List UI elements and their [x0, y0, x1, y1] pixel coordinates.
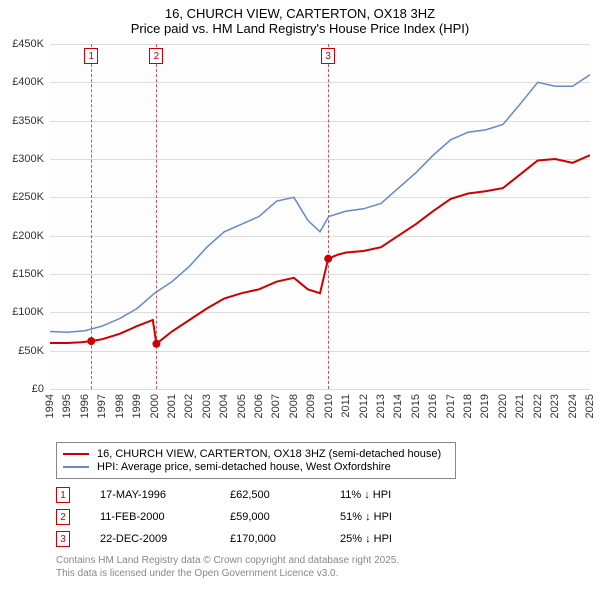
sales-table: 1 17-MAY-1996£62,50011% ↓ HPI 2 11-FEB-2000…: [56, 484, 430, 550]
x-tick-label: 2021: [514, 394, 526, 418]
chart-title: 16, CHURCH VIEW, CARTERTON, OX18 3HZ Pri…: [0, 0, 600, 38]
footer-line-1: Contains HM Land Registry data © Crown c…: [56, 554, 399, 567]
legend-label: 16, CHURCH VIEW, CARTERTON, OX18 3HZ (se…: [97, 448, 441, 460]
legend-item: 16, CHURCH VIEW, CARTERTON, OX18 3HZ (se…: [63, 448, 449, 460]
x-tick-label: 2005: [236, 394, 248, 418]
title-line-1: 16, CHURCH VIEW, CARTERTON, OX18 3HZ: [0, 6, 600, 21]
y-tick-label: £400K: [12, 76, 44, 88]
x-tick-label: 2022: [532, 394, 544, 418]
x-tick-label: 2014: [392, 394, 404, 418]
x-tick-label: 2018: [462, 394, 474, 418]
legend-swatch: [63, 466, 89, 468]
sale-point-markers: [87, 255, 332, 348]
x-tick-label: 2000: [149, 394, 161, 418]
legend-swatch: [63, 453, 89, 455]
x-tick-label: 2017: [445, 394, 457, 418]
x-tick-label: 1994: [44, 394, 56, 418]
x-tick-label: 1996: [79, 394, 91, 418]
x-tick-label: 2023: [549, 394, 561, 418]
sale-number-badge: 2: [56, 509, 70, 525]
x-tick-label: 2008: [288, 394, 300, 418]
x-tick-label: 2020: [497, 394, 509, 418]
sale-date: 17-MAY-1996: [100, 489, 230, 501]
sale-date: 22-DEC-2009: [100, 533, 230, 545]
y-tick-label: £250K: [12, 191, 44, 203]
sales-row: 2 11-FEB-2000£59,00051% ↓ HPI: [56, 506, 430, 528]
x-tick-label: 2016: [427, 394, 439, 418]
y-tick-label: £150K: [12, 268, 44, 280]
x-tick-label: 1998: [114, 394, 126, 418]
footer-line-2: This data is licensed under the Open Gov…: [56, 567, 399, 580]
sale-price: £59,000: [230, 511, 340, 523]
legend-item: HPI: Average price, semi-detached house,…: [63, 461, 449, 473]
sale-marker-badge: 2: [149, 48, 163, 64]
chart-lines: [50, 44, 590, 389]
title-line-2: Price paid vs. HM Land Registry's House …: [0, 21, 600, 36]
x-tick-label: 1995: [61, 394, 73, 418]
x-tick-label: 2003: [201, 394, 213, 418]
sale-number-badge: 3: [56, 531, 70, 547]
y-tick-label: £300K: [12, 153, 44, 165]
legend-label: HPI: Average price, semi-detached house,…: [97, 461, 391, 473]
x-tick-label: 1999: [131, 394, 143, 418]
x-tick-label: 2025: [584, 394, 596, 418]
y-tick-label: £450K: [12, 38, 44, 50]
sale-date: 11-FEB-2000: [100, 511, 230, 523]
gridline: [50, 389, 590, 390]
sale-marker-badge: 1: [84, 48, 98, 64]
x-tick-label: 2024: [567, 394, 579, 418]
x-tick-label: 2001: [166, 394, 178, 418]
x-tick-label: 2011: [340, 394, 352, 418]
sale-delta: 25% ↓ HPI: [340, 533, 430, 545]
x-tick-label: 2006: [253, 394, 265, 418]
legend: 16, CHURCH VIEW, CARTERTON, OX18 3HZ (se…: [56, 442, 456, 479]
y-tick-label: £100K: [12, 306, 44, 318]
sale-number-badge: 1: [56, 487, 70, 503]
sales-row: 3 22-DEC-2009£170,00025% ↓ HPI: [56, 528, 430, 550]
y-tick-label: £200K: [12, 230, 44, 242]
y-tick-label: £350K: [12, 115, 44, 127]
sale-point-marker: [87, 337, 95, 345]
x-tick-label: 1997: [96, 394, 108, 418]
x-tick-label: 2004: [218, 394, 230, 418]
sale-marker-badge: 3: [321, 48, 335, 64]
x-tick-label: 2015: [410, 394, 422, 418]
footer-attribution: Contains HM Land Registry data © Crown c…: [56, 554, 399, 580]
sale-point-marker: [324, 255, 332, 263]
x-tick-label: 2010: [323, 394, 335, 418]
x-tick-label: 2013: [375, 394, 387, 418]
x-tick-label: 2002: [183, 394, 195, 418]
x-tick-label: 2012: [358, 394, 370, 418]
sale-delta: 11% ↓ HPI: [340, 489, 430, 501]
sales-row: 1 17-MAY-1996£62,50011% ↓ HPI: [56, 484, 430, 506]
y-tick-label: £0: [32, 383, 44, 395]
x-tick-label: 2007: [270, 394, 282, 418]
chart-area: £0£50K£100K£150K£200K£250K£300K£350K£400…: [50, 44, 590, 409]
x-tick-label: 2009: [305, 394, 317, 418]
y-tick-label: £50K: [18, 345, 44, 357]
sale-point-marker: [152, 340, 160, 348]
sale-delta: 51% ↓ HPI: [340, 511, 430, 523]
property-line: [50, 155, 590, 344]
sale-price: £170,000: [230, 533, 340, 545]
sale-price: £62,500: [230, 489, 340, 501]
x-tick-label: 2019: [479, 394, 491, 418]
